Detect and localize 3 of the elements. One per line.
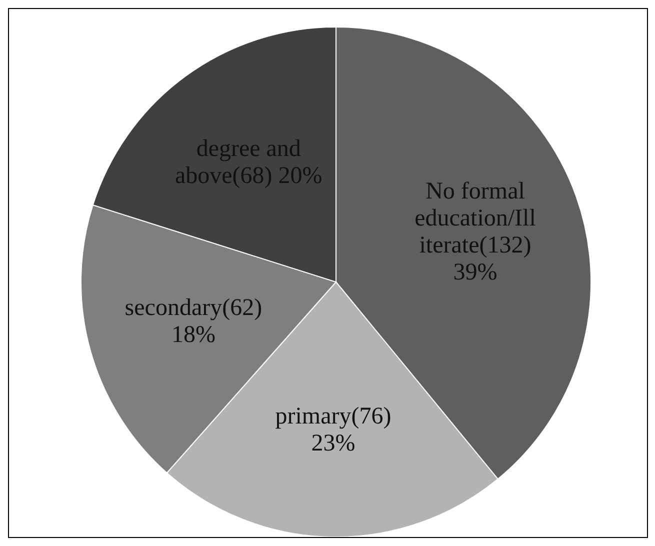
slice-label: secondary(62) 18% (124, 294, 262, 348)
slice-label: primary(76) 23% (275, 403, 392, 456)
slice-label: No formal education/Illiterate(132) 39% (414, 178, 536, 286)
